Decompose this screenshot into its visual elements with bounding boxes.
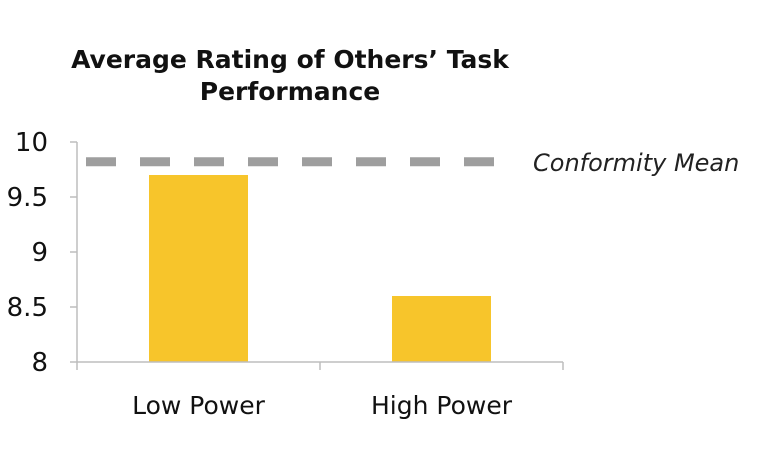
chart-title: Average Rating of Others’ Task Performan… [71,45,509,106]
x-axis: Low Power High Power [76,361,564,420]
y-tick-label: 9.5 [7,183,48,213]
y-axis: 8 8.5 9 9.5 10 [7,128,78,378]
bars [149,175,491,362]
bar-high-power [392,296,491,362]
y-tick-label: 8.5 [7,293,48,323]
reference-line-group: Conformity Mean [86,149,739,177]
conformity-mean-label: Conformity Mean [533,149,739,177]
x-category-label: High Power [371,391,513,420]
y-tick-label: 9 [31,238,48,268]
bar-low-power [149,175,248,362]
y-tick-label: 10 [15,128,48,158]
x-category-label: Low Power [132,391,265,420]
y-tick-label: 8 [31,348,48,378]
